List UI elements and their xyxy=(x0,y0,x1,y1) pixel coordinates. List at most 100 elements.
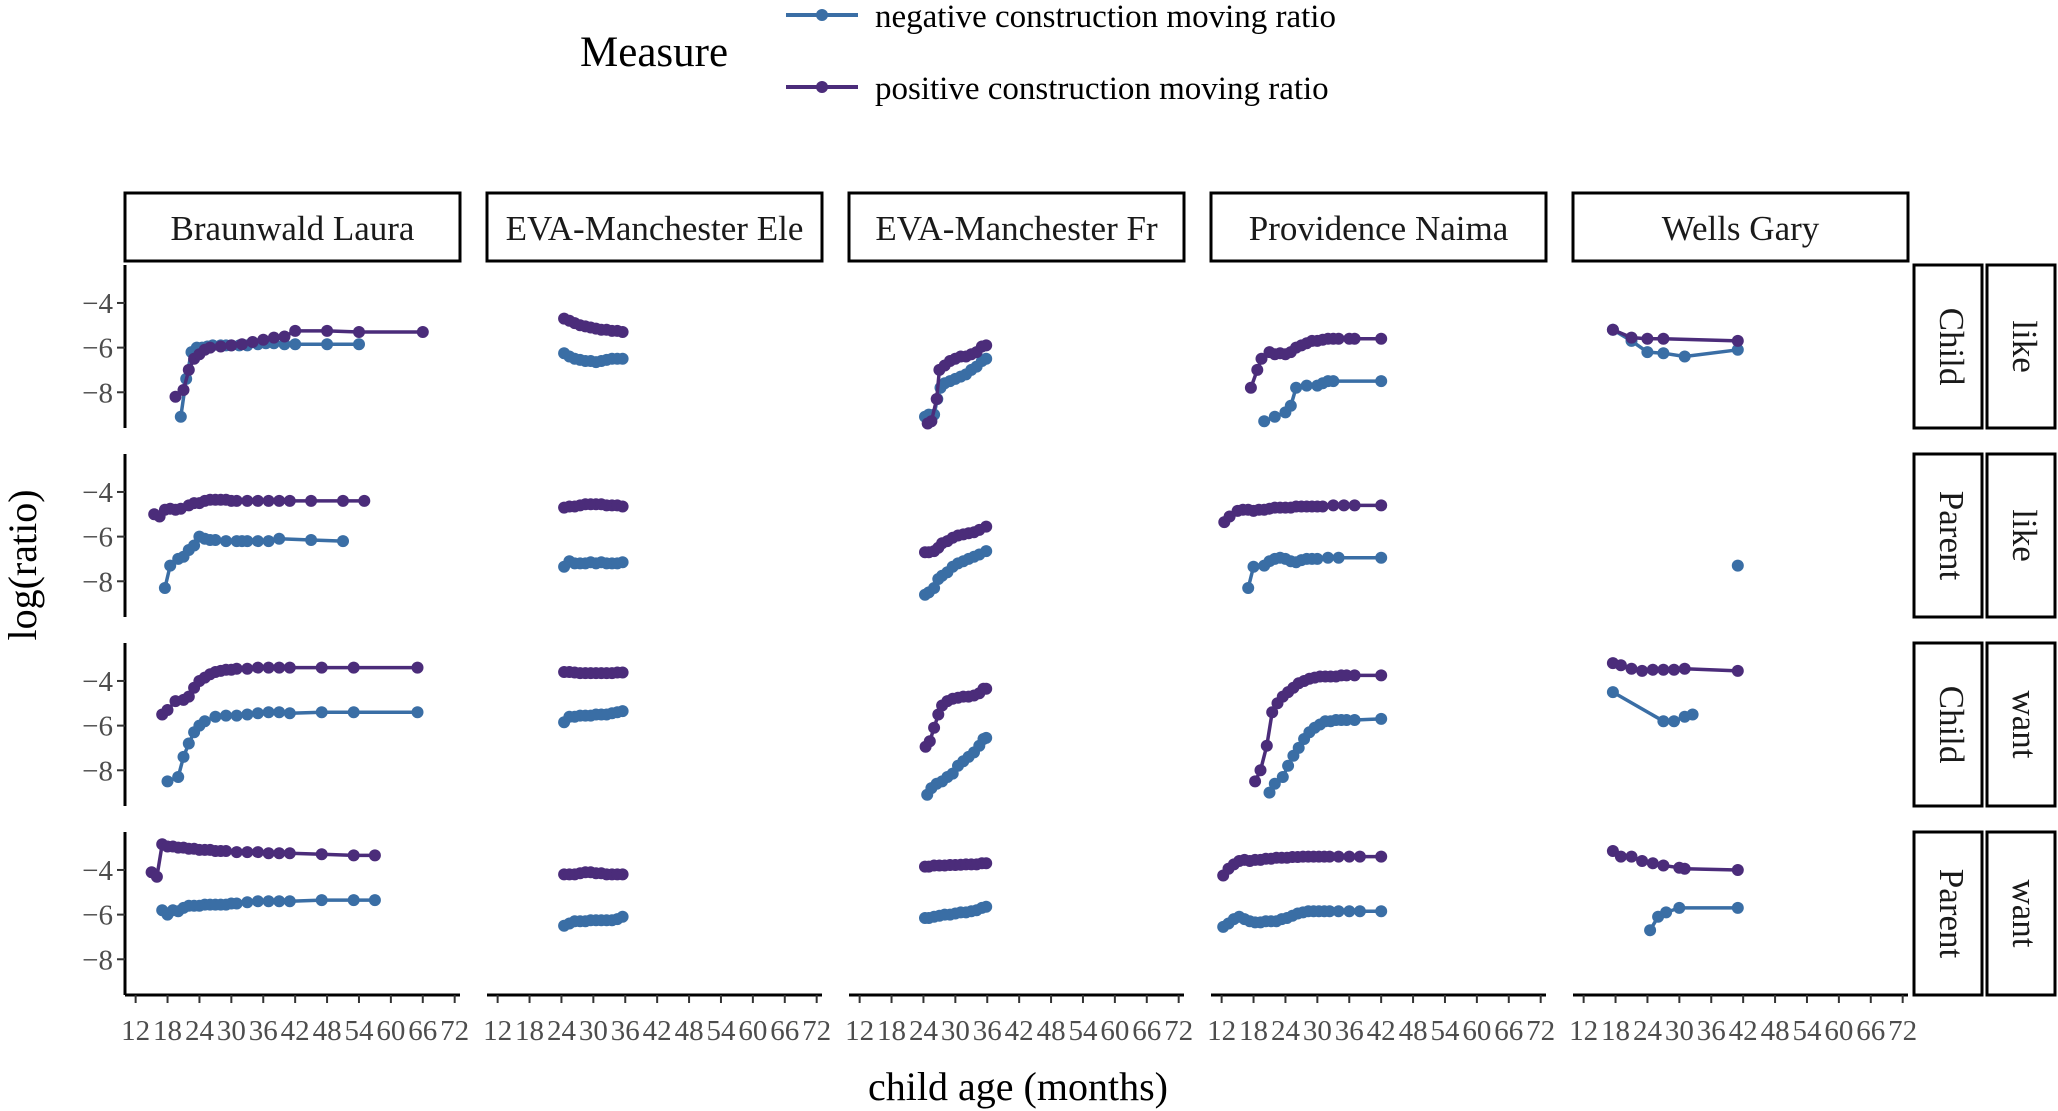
data-point-negative xyxy=(1657,715,1670,728)
row-strip-speaker xyxy=(1912,641,1984,808)
row-strip-speaker xyxy=(1912,452,1984,619)
data-point-positive xyxy=(1668,663,1680,676)
x-tick-label: 54 xyxy=(706,1015,736,1047)
data-point-negative xyxy=(283,895,296,908)
row-strip-verb-label: want xyxy=(2005,690,2044,758)
data-point-negative xyxy=(1282,759,1295,772)
x-tick-label: 66 xyxy=(1494,1015,1523,1047)
data-point-positive xyxy=(1337,499,1350,512)
x-tick-label: 60 xyxy=(376,1015,405,1047)
data-point-negative xyxy=(347,894,360,907)
data-point-positive xyxy=(169,390,182,403)
data-point-positive xyxy=(1636,664,1649,677)
x-tick-label: 42 xyxy=(643,1015,672,1047)
row-strip-verb-label: like xyxy=(2005,320,2044,372)
data-point-negative xyxy=(182,737,195,750)
data-point-negative xyxy=(289,338,302,351)
data-point-positive xyxy=(273,661,286,674)
data-point-negative xyxy=(368,894,381,907)
x-tick-label: 48 xyxy=(1761,1015,1790,1047)
data-point-negative xyxy=(1300,379,1313,392)
data-point-positive xyxy=(273,494,286,507)
y-tick-label: −8 xyxy=(82,566,113,598)
y-tick-label: −8 xyxy=(82,377,113,409)
data-point-negative xyxy=(980,545,993,558)
data-point-negative xyxy=(980,731,993,744)
data-point-positive xyxy=(241,662,254,675)
x-tick-label: 36 xyxy=(249,1015,278,1047)
y-tick-label: −4 xyxy=(82,477,113,509)
x-tick-label: 60 xyxy=(1462,1015,1491,1047)
data-point-negative xyxy=(220,709,232,722)
row-strip-verb xyxy=(1985,452,2057,619)
column-strip-label: Wells Gary xyxy=(1662,209,1820,248)
data-point-positive xyxy=(1251,363,1264,376)
x-tick-label: 30 xyxy=(579,1015,608,1047)
data-point-negative xyxy=(1731,343,1744,356)
panel-grid: Braunwald Laura EVA-Manchester Ele EVA-Man… xyxy=(82,191,2057,1047)
data-point-negative xyxy=(273,895,286,908)
data-point-positive xyxy=(1731,664,1744,677)
x-tick-label: 12 xyxy=(1569,1015,1598,1047)
data-point-positive xyxy=(225,339,238,352)
data-point-positive xyxy=(204,341,217,354)
data-point-negative xyxy=(1606,686,1619,699)
data-point-positive xyxy=(1348,499,1361,512)
y-tick-label: −4 xyxy=(82,666,113,698)
legend: Measure negative construction moving rat… xyxy=(580,0,1336,107)
x-tick-label: 66 xyxy=(1856,1015,1885,1047)
data-point-positive xyxy=(347,661,360,674)
row-strip-verb xyxy=(1985,830,2057,997)
data-point-positive xyxy=(1731,334,1744,347)
data-point-negative xyxy=(1353,905,1366,918)
data-point-negative xyxy=(273,706,286,719)
data-point-negative xyxy=(347,706,360,719)
data-point-positive xyxy=(251,494,264,507)
x-tick-label: 72 xyxy=(1526,1015,1555,1047)
data-point-positive xyxy=(230,494,243,507)
y-tick-label: −8 xyxy=(82,944,113,976)
data-point-positive xyxy=(1646,857,1659,870)
x-tick-label: 24 xyxy=(1271,1015,1301,1047)
legend-swatch-negative-point xyxy=(816,9,828,21)
data-point-negative xyxy=(305,534,318,546)
data-point-negative xyxy=(1263,786,1276,799)
x-tick-label: 30 xyxy=(1303,1015,1332,1047)
data-point-negative xyxy=(1290,381,1303,394)
row-strip-speaker xyxy=(1912,830,1984,997)
data-point-positive xyxy=(278,330,291,343)
data-point-negative xyxy=(262,895,275,908)
data-point-positive xyxy=(230,662,243,675)
data-point-positive xyxy=(616,666,629,679)
data-point-negative xyxy=(353,338,365,351)
column-strip-label: EVA-Manchester Fr xyxy=(875,209,1158,248)
data-point-positive xyxy=(616,868,629,881)
data-point-positive xyxy=(273,847,286,860)
data-point-positive xyxy=(241,846,254,859)
data-point-negative xyxy=(1247,560,1260,573)
data-point-positive xyxy=(925,415,938,428)
data-point-positive xyxy=(337,494,349,507)
x-tick-label: 18 xyxy=(1239,1015,1268,1047)
data-point-positive xyxy=(305,494,318,507)
data-point-positive xyxy=(1327,499,1340,512)
row-strip-verb-label: like xyxy=(2005,509,2044,561)
data-point-negative xyxy=(1375,551,1388,564)
data-point-positive xyxy=(980,857,993,870)
x-tick-label: 54 xyxy=(1792,1015,1822,1047)
data-point-positive xyxy=(1260,739,1273,752)
data-point-negative xyxy=(1284,399,1297,412)
x-tick-label: 72 xyxy=(802,1015,831,1047)
data-point-positive xyxy=(1614,850,1627,863)
x-tick-label: 42 xyxy=(1005,1015,1034,1047)
x-tick-label: 66 xyxy=(770,1015,799,1047)
column-strip-label: EVA-Manchester Ele xyxy=(506,209,804,248)
data-point-positive xyxy=(1606,323,1619,336)
data-point-negative xyxy=(262,706,275,719)
column-strip-label: Providence Naima xyxy=(1249,209,1509,248)
data-point-negative xyxy=(1660,906,1673,919)
data-point-positive xyxy=(1255,352,1268,365)
x-tick-label: 60 xyxy=(1100,1015,1129,1047)
data-point-positive xyxy=(1657,332,1670,345)
